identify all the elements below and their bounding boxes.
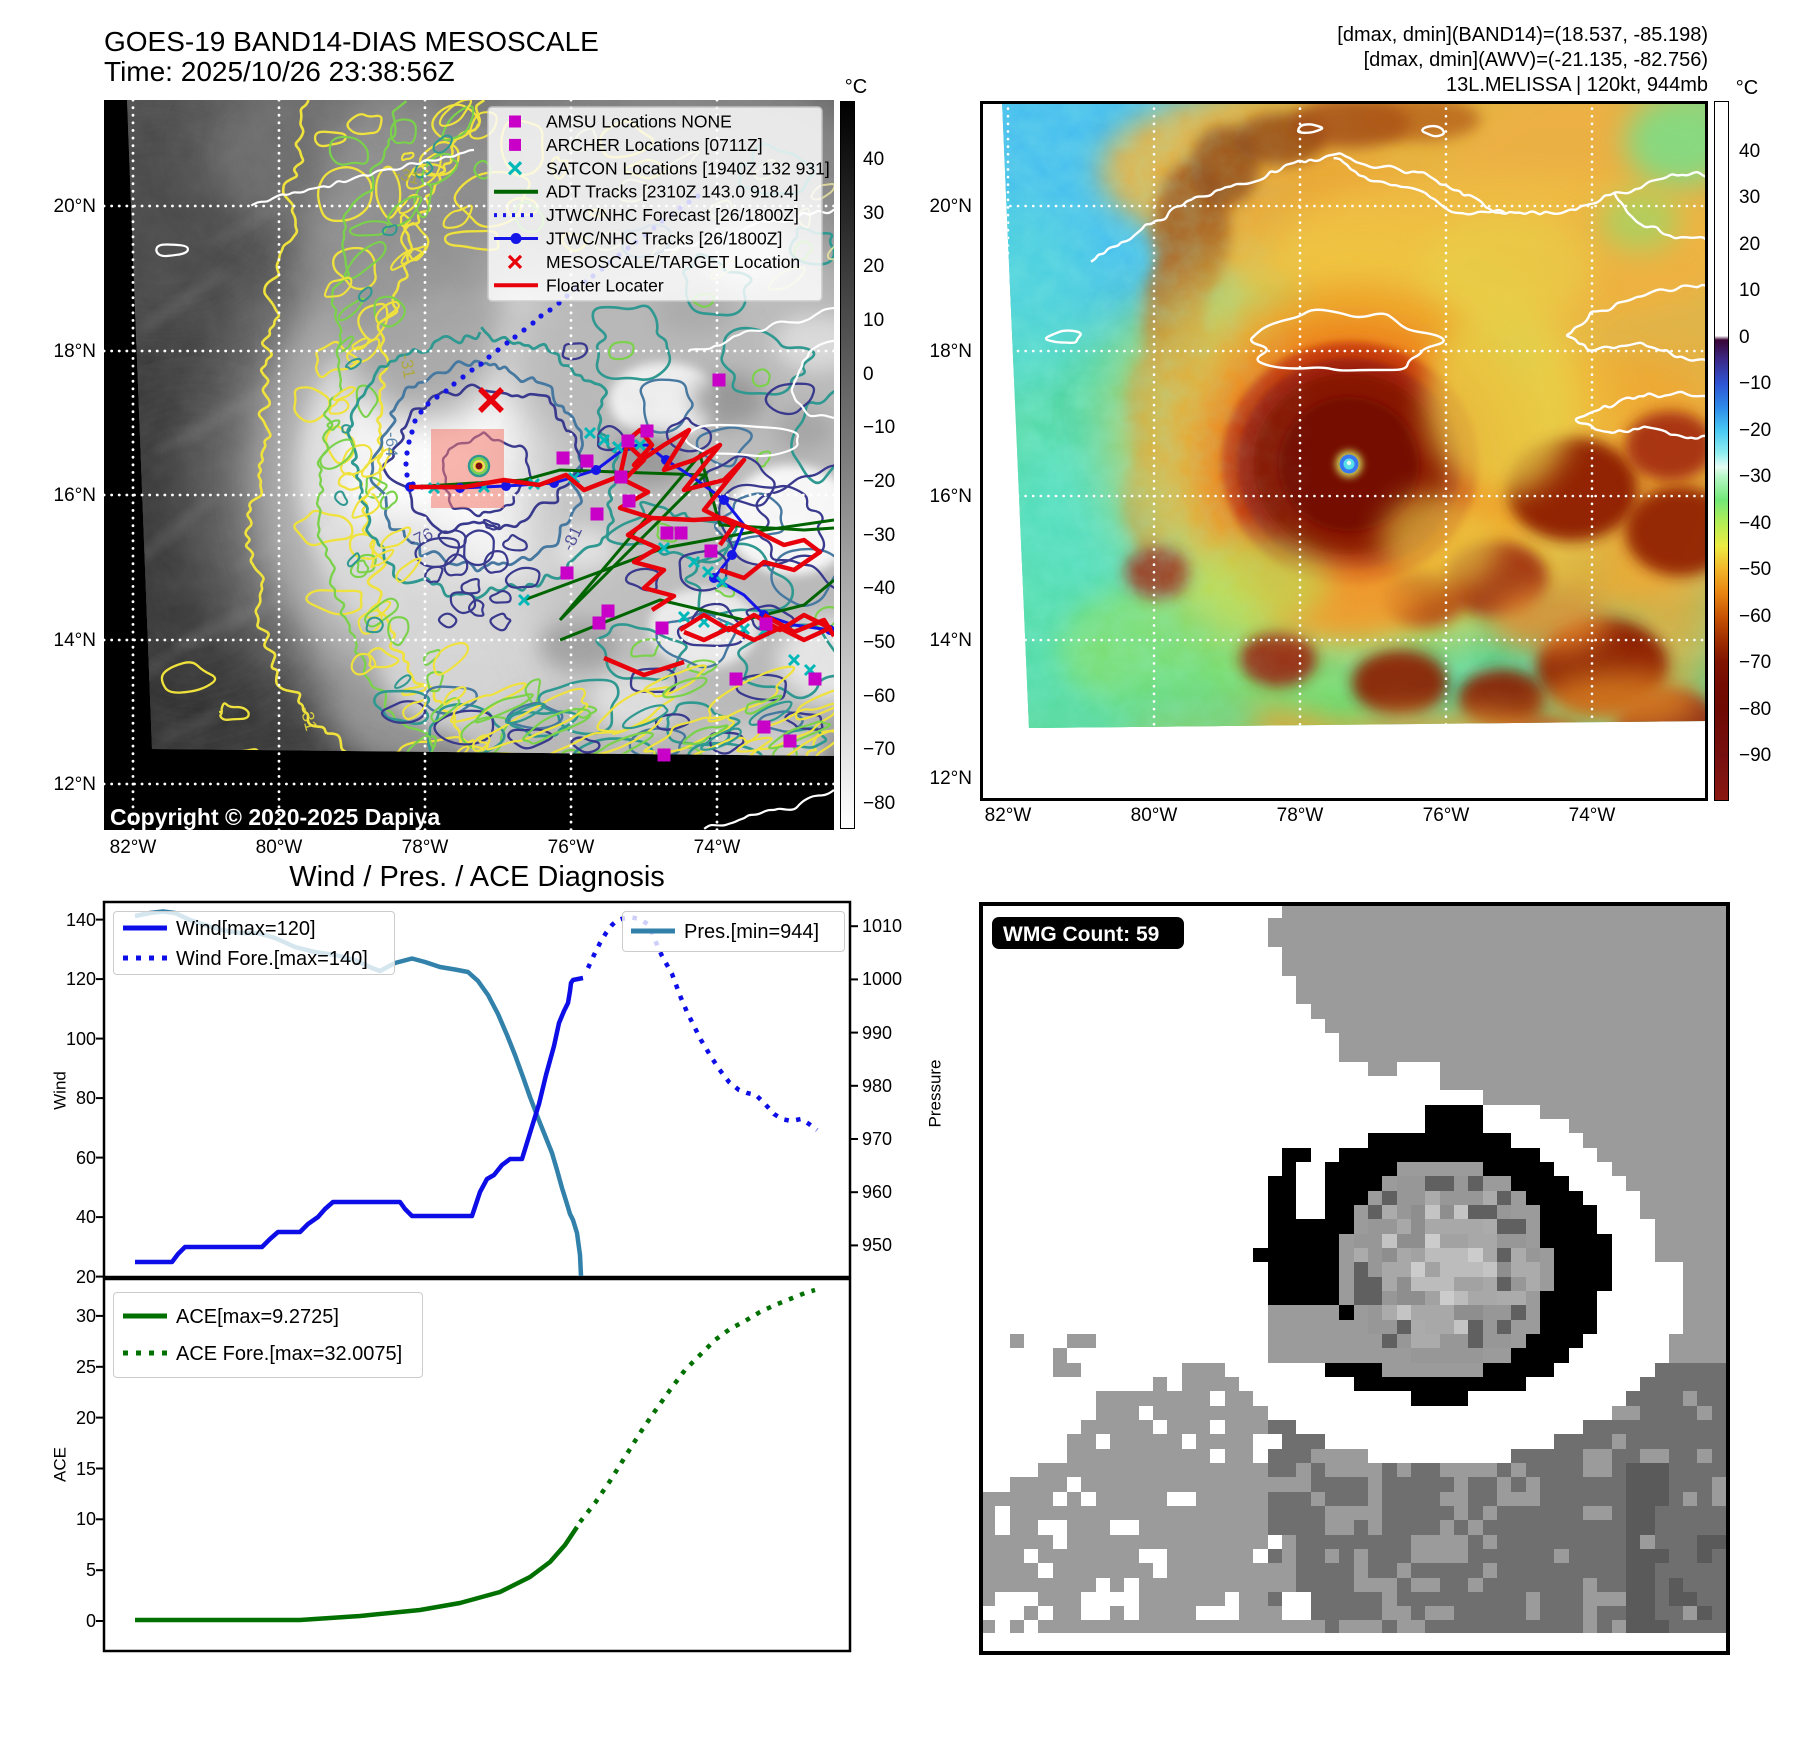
svg-text:WMG Count: 59: WMG Count: 59 <box>1003 923 1159 946</box>
svg-text:Floater Locater: Floater Locater <box>546 275 664 295</box>
svg-text:JTWC/NHC Tracks [26/1800Z]: JTWC/NHC Tracks [26/1800Z] <box>546 229 782 249</box>
svg-text:AMSU Locations NONE: AMSU Locations NONE <box>546 112 732 132</box>
svg-text:ARCHER Locations [0711Z]: ARCHER Locations [0711Z] <box>546 135 763 155</box>
svg-text:ADT Tracks [2310Z 143.0 918.4]: ADT Tracks [2310Z 143.0 918.4] <box>546 182 799 202</box>
svg-text:Copyright © 2020-2025 Dapiya: Copyright © 2020-2025 Dapiya <box>110 804 440 830</box>
svg-text:MESOSCALE/TARGET Location: MESOSCALE/TARGET Location <box>546 252 800 272</box>
svg-text:SATCON Locations [1940Z 132 93: SATCON Locations [1940Z 132 931] <box>546 158 830 178</box>
svg-text:-31: -31 <box>396 352 419 380</box>
svg-text:JTWC/NHC Forecast [26/1800Z]: JTWC/NHC Forecast [26/1800Z] <box>546 205 799 225</box>
svg-text:-64: -64 <box>382 432 401 457</box>
